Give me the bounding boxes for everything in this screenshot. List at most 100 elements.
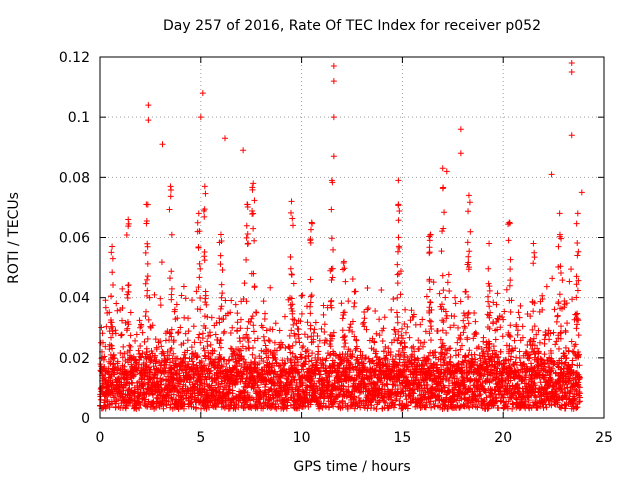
scatter-point: [124, 295, 131, 302]
scatter-point: [121, 350, 128, 357]
scatter-point: [427, 299, 434, 306]
scatter-point: [194, 219, 201, 226]
scatter-point: [571, 390, 578, 397]
scatter-point: [227, 309, 234, 316]
scatter-point: [426, 304, 433, 311]
scatter-point: [338, 300, 345, 307]
scatter-point: [531, 364, 538, 371]
scatter-point: [200, 345, 207, 352]
scatter-point: [195, 334, 202, 341]
scatter-point: [511, 337, 518, 344]
scatter-point: [562, 405, 569, 412]
scatter-point: [101, 363, 108, 370]
scatter-point: [202, 353, 209, 360]
scatter-point: [464, 314, 471, 321]
y-tick-label: 0.1: [68, 110, 90, 126]
scatter-point: [340, 258, 347, 265]
scatter-point: [519, 323, 526, 330]
scatter-point: [558, 402, 565, 409]
scatter-point: [142, 313, 149, 320]
scatter-point: [138, 323, 145, 330]
scatter-point: [308, 292, 315, 299]
scatter-point: [426, 317, 433, 324]
scatter-point: [404, 323, 411, 330]
scatter-point: [486, 240, 493, 247]
scatter-point: [330, 114, 337, 121]
scatter-point: [411, 354, 418, 361]
scatter-point: [266, 338, 273, 345]
scatter-point: [447, 353, 454, 360]
scatter-point: [556, 210, 563, 217]
scatter-point: [349, 276, 356, 283]
scatter-point: [309, 375, 316, 382]
scatter-point: [530, 338, 537, 345]
scatter-point: [532, 382, 539, 389]
scatter-point: [318, 325, 325, 332]
scatter-point: [328, 206, 335, 213]
scatter-point: [272, 356, 279, 363]
scatter-point: [144, 292, 151, 299]
scatter-point: [110, 370, 117, 377]
scatter-point: [317, 371, 324, 378]
scatter-point: [443, 315, 450, 322]
scatter-point: [426, 244, 433, 251]
scatter-point: [355, 358, 362, 365]
scatter-point: [149, 322, 156, 329]
scatter-point: [244, 241, 251, 248]
scatter-point: [127, 396, 134, 403]
scatter-point: [574, 287, 581, 294]
scatter-point: [394, 378, 401, 385]
scatter-point: [465, 192, 472, 199]
scatter-point: [530, 348, 537, 355]
scatter-point: [466, 347, 473, 354]
scatter-point: [174, 330, 181, 337]
scatter-point: [427, 298, 434, 305]
scatter-point: [395, 328, 402, 335]
scatter-point: [263, 327, 270, 334]
scatter-point: [457, 150, 464, 157]
scatter-point: [530, 335, 537, 342]
scatter-point: [528, 379, 535, 386]
scatter-point: [299, 292, 306, 299]
scatter-point: [279, 357, 286, 364]
scatter-point: [106, 309, 113, 316]
scatter-point: [360, 398, 367, 405]
scatter-point: [501, 308, 508, 315]
scatter-point: [315, 348, 322, 355]
scatter-point: [197, 339, 204, 346]
x-tick-label: 20: [494, 430, 512, 446]
scatter-point: [488, 362, 495, 369]
scatter-point: [119, 404, 126, 411]
scatter-point: [328, 277, 335, 284]
scatter-point: [532, 389, 539, 396]
scatter-point: [270, 370, 277, 377]
scatter-point: [304, 334, 311, 341]
scatter-point: [251, 237, 258, 244]
scatter-point: [440, 362, 447, 369]
y-tick-label: 0.04: [59, 291, 90, 307]
scatter-point: [398, 325, 405, 332]
scatter-point: [443, 168, 450, 175]
scatter-point: [170, 391, 177, 398]
scatter-point: [536, 339, 543, 346]
scatter-point: [327, 337, 334, 344]
scatter-point: [447, 345, 454, 352]
scatter-point: [573, 321, 580, 328]
scatter-point: [321, 321, 328, 328]
scatter-point: [515, 309, 522, 316]
scatter-point: [562, 344, 569, 351]
scatter-point: [463, 288, 470, 295]
scatter-point: [320, 311, 327, 318]
scatter-point: [166, 206, 173, 213]
scatter-point: [565, 395, 572, 402]
scatter-point: [563, 300, 570, 307]
scatter-point: [492, 336, 499, 343]
scatter-point: [416, 345, 423, 352]
scatter-point: [290, 321, 297, 328]
scatter-point: [190, 361, 197, 368]
scatter-point: [440, 306, 447, 313]
scatter-point: [555, 332, 562, 339]
scatter-point: [419, 343, 426, 350]
scatter-point: [470, 335, 477, 342]
scatter-point: [574, 240, 581, 247]
